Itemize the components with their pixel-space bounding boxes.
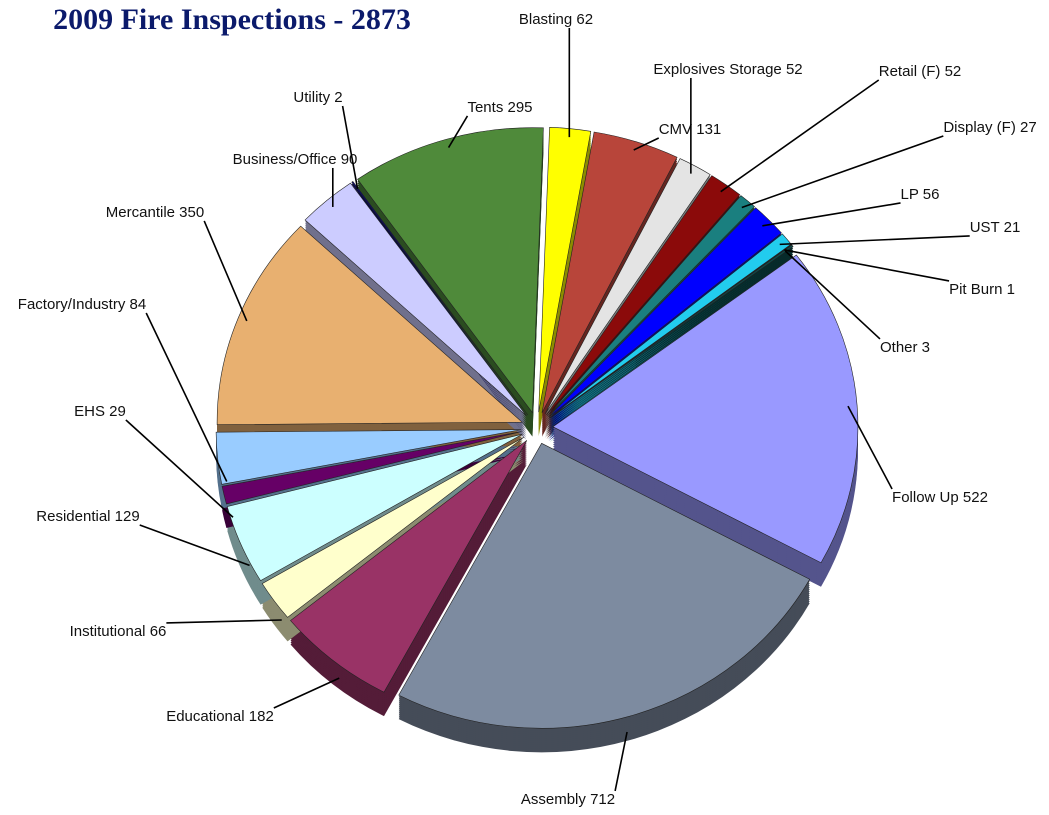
slice-label: Explosives Storage 52 xyxy=(653,61,802,78)
leader-line xyxy=(166,620,281,623)
slice-label: Follow Up 522 xyxy=(892,489,988,506)
label-value: 21 xyxy=(1004,219,1021,236)
leader-line xyxy=(762,203,900,226)
label-value: 56 xyxy=(923,186,940,203)
label-value: 66 xyxy=(150,623,167,640)
label-category: CMV xyxy=(659,121,692,138)
slice-label: Mercantile 350 xyxy=(106,204,204,221)
leader-line xyxy=(274,678,339,708)
slice-label: Tents 295 xyxy=(467,99,532,116)
label-value: 84 xyxy=(130,296,147,313)
label-value: 52 xyxy=(945,63,962,80)
label-value: 52 xyxy=(786,61,803,78)
label-value: 129 xyxy=(115,508,140,525)
label-category: Tents xyxy=(467,99,503,116)
label-value: 29 xyxy=(109,403,126,420)
label-category: EHS xyxy=(74,403,105,420)
label-value: 62 xyxy=(576,11,593,28)
label-category: Institutional xyxy=(70,623,146,640)
slice-label: Other 3 xyxy=(880,339,930,356)
label-category: Mercantile xyxy=(106,204,175,221)
chart-title: 2009 Fire Inspections - 2873 xyxy=(53,3,411,36)
label-value: 350 xyxy=(179,204,204,221)
slice-label: Educational 182 xyxy=(166,708,274,725)
slice-label: Blasting 62 xyxy=(519,11,593,28)
label-category: Follow Up xyxy=(892,489,959,506)
label-category: Utility xyxy=(293,89,330,106)
label-value: 3 xyxy=(922,339,930,356)
label-category: LP xyxy=(901,186,919,203)
leader-line xyxy=(721,80,879,192)
label-category: Explosives Storage xyxy=(653,61,781,78)
slice-label: EHS 29 xyxy=(74,403,126,420)
label-value: 131 xyxy=(696,121,721,138)
slice-label: Factory/Industry 84 xyxy=(18,296,146,313)
leader-line xyxy=(146,313,227,482)
slice-label: Retail (F) 52 xyxy=(879,63,962,80)
slice-label: Display (F) 27 xyxy=(943,119,1036,136)
label-value: 522 xyxy=(963,489,988,506)
leader-line xyxy=(343,106,358,189)
label-value: 712 xyxy=(590,791,615,808)
label-value: 182 xyxy=(249,708,274,725)
label-category: Retail (F) xyxy=(879,63,941,80)
label-category: Display (F) xyxy=(943,119,1016,136)
slice-label: Assembly 712 xyxy=(521,791,615,808)
label-value: 2 xyxy=(334,89,342,106)
slice-label: UST 21 xyxy=(970,219,1021,236)
label-value: 295 xyxy=(508,99,533,116)
label-category: UST xyxy=(970,219,1000,236)
label-value: 90 xyxy=(341,151,358,168)
label-category: Residential xyxy=(36,508,110,525)
slice-label: LP 56 xyxy=(901,186,940,203)
leader-line xyxy=(780,236,970,244)
slice-label: Institutional 66 xyxy=(70,623,167,640)
label-category: Assembly xyxy=(521,791,587,808)
slice-label: Pit Burn 1 xyxy=(949,281,1015,298)
label-category: Blasting xyxy=(519,11,572,28)
slice-label: CMV 131 xyxy=(659,121,722,138)
label-category: Pit Burn xyxy=(949,281,1002,298)
label-category: Other xyxy=(880,339,918,356)
slice-label: Business/Office 90 xyxy=(233,151,358,168)
leader-line xyxy=(204,221,247,321)
slice-label: Utility 2 xyxy=(293,89,342,106)
label-category: Factory/Industry xyxy=(18,296,126,313)
label-category: Business/Office xyxy=(233,151,337,168)
label-value: 27 xyxy=(1020,119,1037,136)
chart: 2009 Fire Inspections - 2873 Tents 295 Bl… xyxy=(0,0,1049,815)
label-category: Educational xyxy=(166,708,244,725)
slice-label: Residential 129 xyxy=(36,508,139,525)
label-value: 1 xyxy=(1007,281,1015,298)
